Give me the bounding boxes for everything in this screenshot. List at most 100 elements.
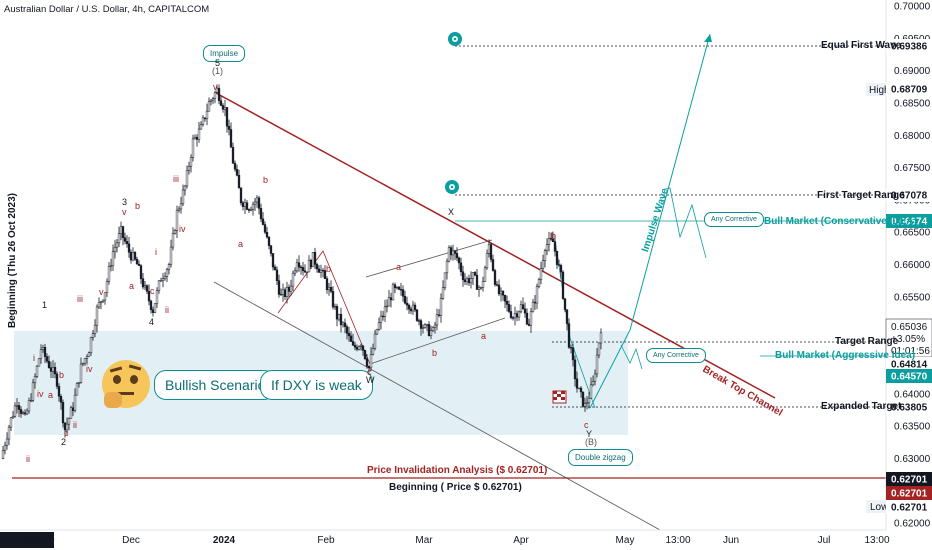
crosshair-time-tag: [0, 532, 54, 548]
impulse-box: Impulse: [203, 45, 246, 62]
candle-body: [41, 347, 45, 350]
candle-body: [509, 311, 513, 318]
candle-body: [131, 252, 135, 261]
candle-body: [15, 405, 19, 407]
low-tag-bg: [866, 500, 888, 513]
candle-body: [501, 290, 505, 296]
candle-body: [251, 203, 255, 210]
wave-label: iv: [37, 389, 44, 399]
candle-body: [263, 224, 267, 233]
candle-body: [489, 244, 493, 260]
candle-body: [381, 315, 385, 318]
y-tick-label: 0.70000: [894, 2, 931, 13]
candle-body: [503, 294, 507, 302]
first-target-pill-bg: [886, 188, 932, 202]
candle-body: [325, 278, 329, 291]
candle-body: [317, 268, 321, 273]
expanded-target-label: Expanded Target: [821, 401, 902, 412]
candle-body: [191, 138, 195, 158]
candle-body: [107, 265, 111, 282]
candle-body: [323, 270, 327, 279]
candle-body: [405, 302, 409, 306]
x-tick-label: Feb: [317, 535, 335, 546]
candle-body: [11, 415, 15, 419]
eye-icon[interactable]: [448, 32, 462, 46]
candle-body: [341, 322, 345, 326]
candle-body: [121, 226, 125, 238]
x-tick-label: Jun: [723, 535, 739, 546]
candle-body: [517, 311, 521, 318]
y-tick-label: 0.62000: [894, 519, 931, 530]
candle-body: [551, 238, 555, 243]
candle-body: [205, 110, 209, 120]
candle-body: [167, 264, 171, 270]
invalidation-pill-red-bg: [886, 486, 932, 500]
candle-body: [435, 314, 439, 326]
candle-body: [127, 243, 131, 253]
low-pill: 0.62701: [891, 503, 928, 514]
candle-body: [267, 236, 271, 246]
impulse-wave-projection: [589, 33, 711, 409]
candle-body: [585, 402, 589, 404]
wave-label: 5: [215, 58, 221, 68]
x-tick-label: 13:00: [665, 535, 690, 546]
candle-body: [439, 298, 443, 316]
candle-body: [577, 387, 581, 390]
y-tick-label: 0.69000: [894, 66, 931, 77]
wave-label: i: [33, 353, 35, 363]
double-zigzag-box: Double zigzag: [568, 449, 633, 466]
candle-body: [447, 247, 451, 262]
candle-body: [395, 286, 399, 289]
candle-body: [109, 265, 113, 267]
candle-body: [31, 382, 35, 401]
candle-body: [177, 208, 181, 211]
candle-body: [531, 301, 535, 313]
candle-body: [249, 208, 253, 211]
wave-label: b: [59, 370, 65, 380]
candle-body: [185, 170, 189, 187]
candle-body: [441, 287, 445, 299]
candle-body: [419, 320, 423, 329]
candle-body: [237, 175, 241, 189]
top-channel-line: [215, 92, 776, 399]
wave-label: b: [326, 264, 332, 274]
candle-body: [3, 444, 7, 451]
candle-body: [221, 105, 225, 110]
candle-body: [407, 304, 411, 310]
candle-body: [331, 291, 335, 308]
candle-body: [417, 320, 421, 322]
candle-body: [211, 98, 215, 101]
candle-body: [467, 278, 471, 284]
candle-body: [253, 201, 257, 205]
candle-body: [201, 117, 205, 125]
x-axis-panel[interactable]: [0, 530, 886, 550]
price-pills: 0.69386 High 0.68709 0.67078 0.66674 0.65036+…: [866, 39, 932, 514]
candle-body: [471, 272, 475, 279]
candle-body: [35, 365, 39, 377]
candle-body: [385, 305, 389, 308]
y-tick-label: 0.63000: [894, 454, 931, 465]
wave-label: a: [481, 331, 487, 341]
candle-body: [443, 272, 447, 288]
eye-icon[interactable]: [445, 180, 459, 194]
current-change: +3.05%: [891, 334, 925, 345]
bottom-channel-line: [213, 281, 661, 531]
x-tick-label: Oct '23: [0, 535, 32, 546]
candle-body: [523, 308, 527, 314]
candle-body: [147, 291, 151, 302]
candle-body: [581, 391, 585, 407]
candle-body: [239, 187, 243, 204]
candle-body: [79, 363, 83, 383]
candle-body: [231, 147, 235, 164]
candle-body: [595, 354, 599, 375]
candle-body: [365, 358, 369, 367]
candle-body: [299, 266, 303, 269]
candle-body: [433, 324, 437, 328]
candle-body: [481, 281, 485, 288]
candle-body: [199, 124, 203, 130]
candle-body: [539, 268, 543, 280]
candle-body: [297, 262, 301, 268]
candle-body: [497, 284, 501, 295]
equal-first-wave-pill-bg: [886, 39, 932, 53]
